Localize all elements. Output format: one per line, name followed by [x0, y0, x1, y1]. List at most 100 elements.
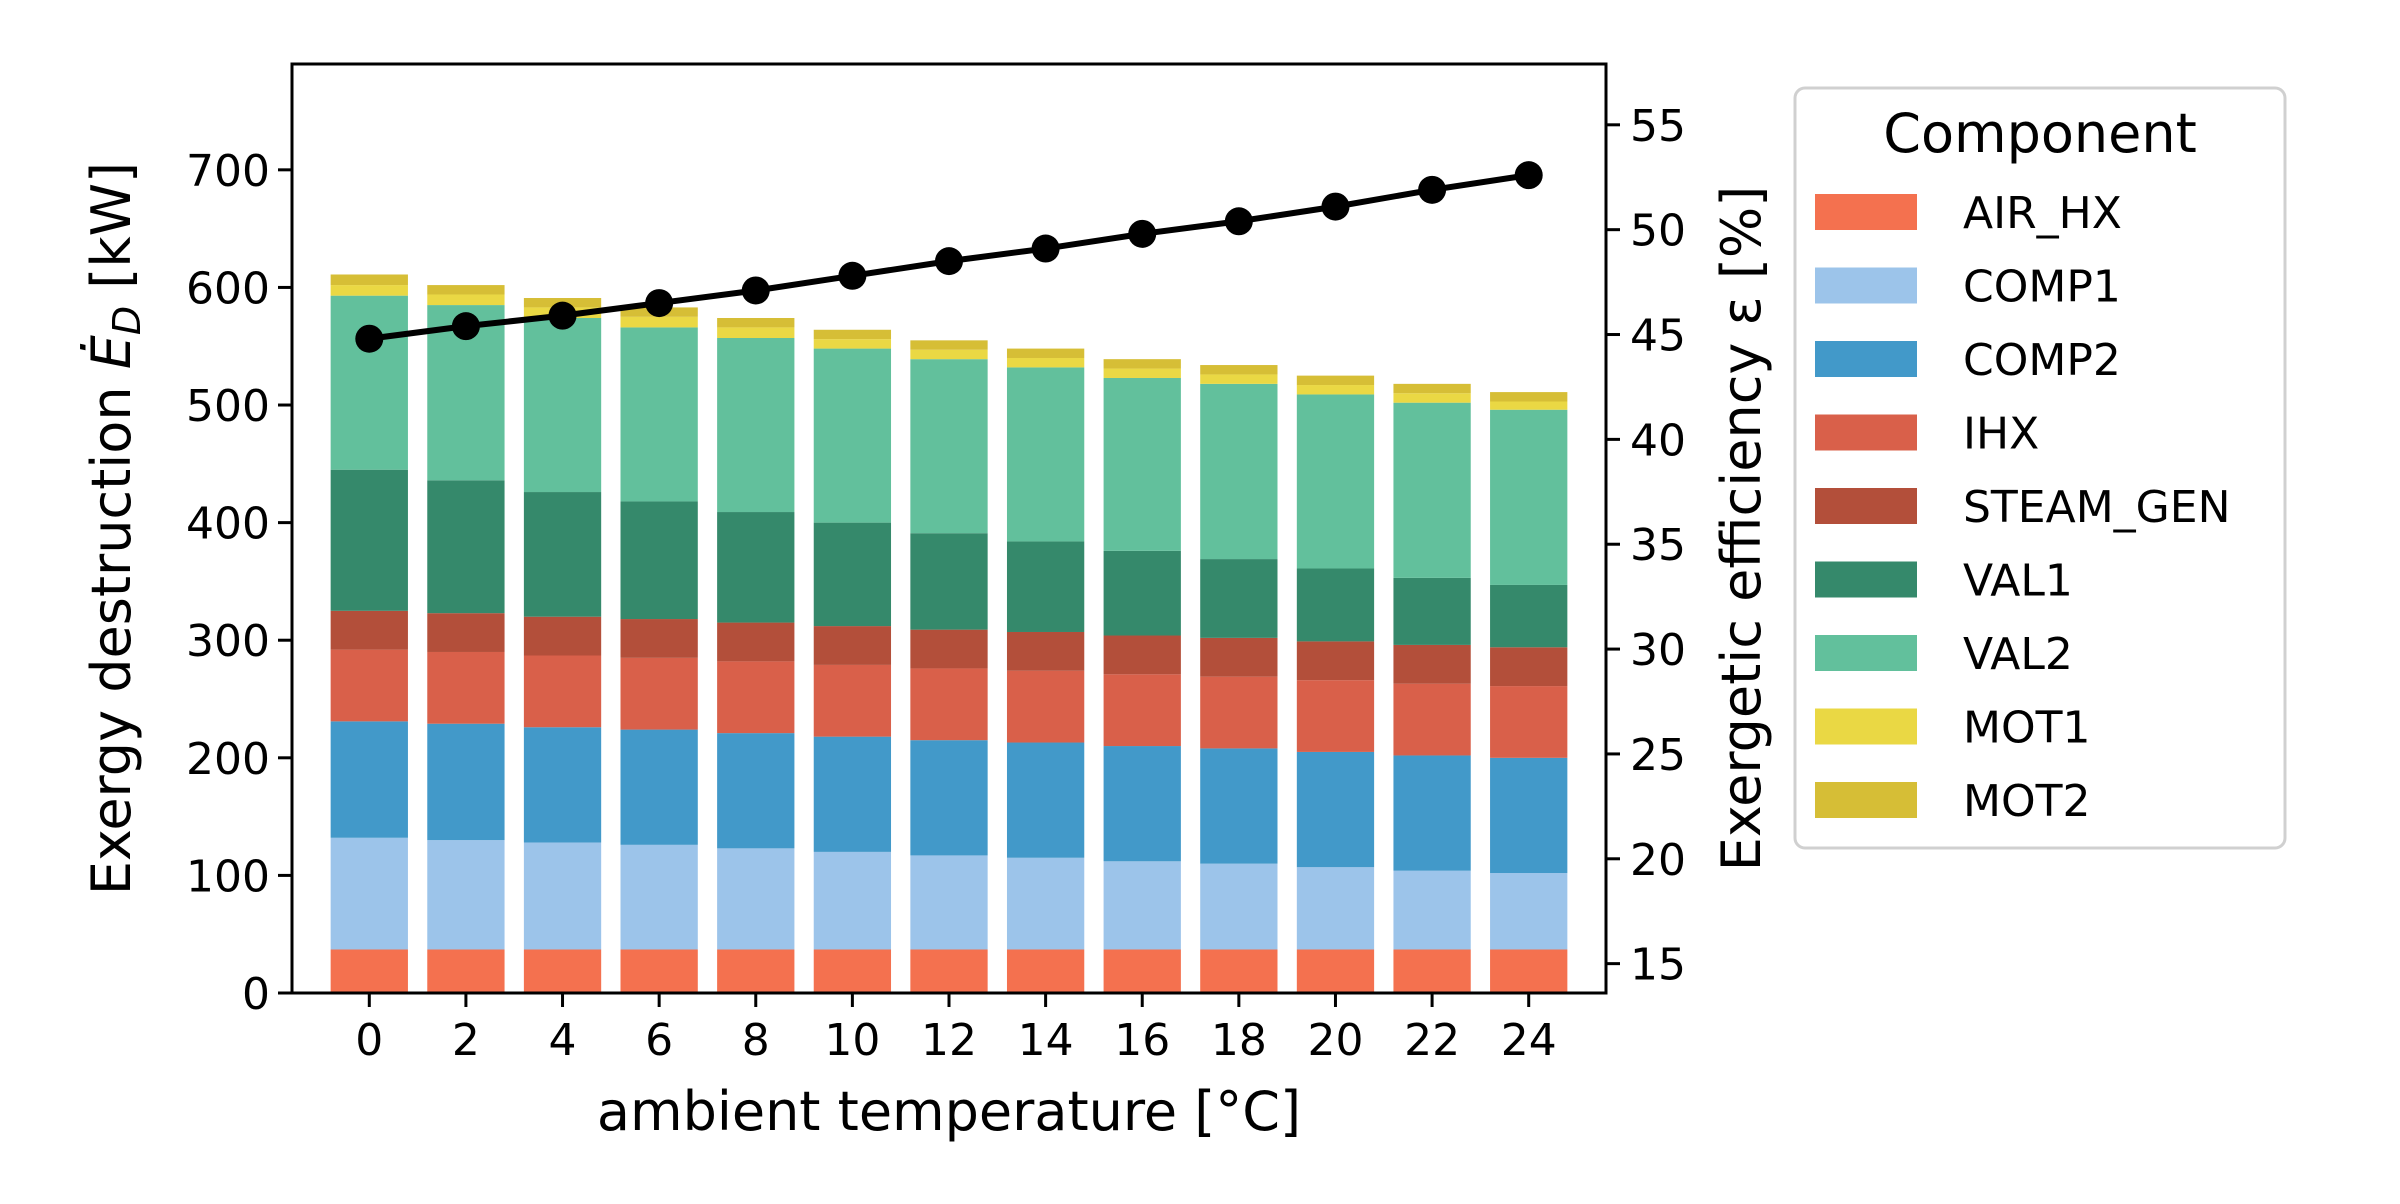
efficiency-point	[548, 301, 577, 330]
bar-segment-comp1	[1393, 870, 1471, 950]
legend-swatch	[1815, 414, 1917, 451]
bar-segment-comp2	[1006, 742, 1085, 858]
bar-segment-mot1	[813, 339, 892, 349]
bar-segment-comp1	[813, 851, 892, 950]
bar-segment-ihx	[1393, 683, 1471, 756]
bar-segment-air-hx	[1296, 949, 1375, 993]
bar-segment-mot2	[910, 340, 988, 350]
bar-segment-val2	[813, 348, 892, 523]
bar-segment-val2	[1200, 383, 1278, 560]
bar-segment-mot2	[1006, 348, 1085, 358]
bar-segment-comp2	[1296, 751, 1375, 868]
bar-segment-air-hx	[813, 949, 892, 993]
bar-segment-air-hx	[1006, 949, 1085, 993]
bar-segment-mot1	[1103, 368, 1181, 378]
bar-segment-mot2	[1200, 365, 1278, 375]
y-left-tick-label: 0	[242, 969, 270, 1020]
bar-segment-val1	[620, 501, 698, 620]
bar-segment-val2	[1296, 394, 1375, 569]
bar-segment-ihx	[1006, 670, 1085, 743]
bar-segment-mot2	[1490, 392, 1568, 402]
bar-segment-mot2	[1296, 375, 1375, 386]
bar-segment-val2	[910, 359, 988, 534]
bar-segment-val1	[1296, 568, 1375, 642]
y-left-tick-label: 100	[186, 851, 270, 902]
bar-segment-val1	[1393, 577, 1471, 645]
y-right-tick-label: 30	[1630, 625, 1686, 676]
x-tick-label: 10	[824, 1015, 880, 1066]
x-tick-label: 22	[1404, 1015, 1460, 1066]
axes-layer: 0 2 4 6 8 10 12 14 16 18 20 22 240100200300400500600…	[80, 101, 1773, 1143]
legend-title: Component	[1883, 102, 2197, 165]
legend-swatch	[1815, 782, 1917, 818]
legend-swatch	[1815, 488, 1917, 524]
efficiency-point	[1031, 234, 1060, 263]
bar-segment-comp1	[620, 844, 698, 950]
bar-segment-mot1	[1200, 374, 1278, 384]
bar-segment-air-hx	[1393, 949, 1471, 993]
bar-segment-air-hx	[1103, 949, 1181, 993]
y-right-tick-label: 20	[1630, 835, 1686, 886]
bars-layer	[330, 274, 1568, 993]
y-left-tick-label: 500	[186, 381, 270, 432]
bar-segment-ihx	[1200, 676, 1278, 749]
y-right-tick-label: 25	[1630, 730, 1686, 781]
efficiency-point	[451, 312, 480, 341]
bar-segment-mot2	[1103, 359, 1181, 369]
bar-segment-ihx	[523, 655, 602, 728]
bar-segment-comp2	[910, 740, 988, 856]
bar-segment-val2	[620, 327, 698, 502]
bar-segment-ihx	[813, 664, 892, 737]
bar-segment-comp2	[330, 721, 408, 838]
legend-swatch	[1815, 267, 1917, 304]
x-tick-label: 24	[1501, 1015, 1557, 1066]
bar-segment-val2	[330, 295, 408, 470]
bar-segment-comp1	[1296, 867, 1375, 950]
x-tick-label: 2	[452, 1015, 480, 1066]
efficiency-point	[1418, 175, 1447, 204]
bar-segment-mot2	[330, 274, 408, 286]
bar-segment-mot1	[910, 349, 988, 360]
bar-segment-air-hx	[427, 949, 505, 993]
y-left-title-pre: Exergy destruction	[80, 369, 143, 895]
legend-label: VAL1	[1963, 556, 2073, 607]
bar-segment-comp1	[717, 848, 795, 950]
y-left-title-sub: D	[105, 306, 149, 335]
bar-segment-ihx	[1103, 674, 1181, 747]
bar-segment-comp1	[523, 842, 602, 950]
x-tick-label: 8	[742, 1015, 770, 1066]
bar-segment-air-hx	[1490, 949, 1568, 993]
y-right-tick-label: 40	[1630, 415, 1686, 466]
bar-segment-comp2	[1200, 748, 1278, 864]
bar-segment-val2	[717, 337, 795, 513]
bar-segment-mot1	[1006, 357, 1085, 368]
x-tick-label: 14	[1018, 1015, 1074, 1066]
bar-segment-mot1	[1393, 393, 1471, 403]
bar-segment-steam-gen	[1103, 635, 1181, 675]
bar-segment-steam-gen	[1296, 641, 1375, 681]
bar-segment-val2	[523, 318, 602, 493]
y-right-tick-label: 45	[1630, 311, 1686, 362]
legend-label: MOT2	[1963, 776, 2090, 827]
bar-segment-comp1	[427, 840, 505, 950]
bar-segment-val1	[910, 533, 988, 630]
bar-segment-steam-gen	[1490, 647, 1568, 687]
bar-segment-air-hx	[910, 949, 988, 993]
legend-swatch	[1815, 635, 1917, 671]
bar-segment-val1	[523, 492, 602, 617]
bar-segment-air-hx	[330, 949, 408, 993]
bar-segment-val2	[1006, 367, 1085, 542]
bar-segment-comp2	[813, 736, 892, 852]
efficiency-point	[1321, 192, 1350, 221]
x-tick-label: 18	[1211, 1015, 1267, 1066]
bar-segment-val1	[717, 512, 795, 623]
bar-segment-ihx	[1490, 686, 1568, 758]
efficiency-point	[1224, 207, 1253, 236]
bar-segment-comp1	[1103, 861, 1181, 950]
legend-label: IHX	[1963, 409, 2039, 460]
bar-segment-comp1	[910, 855, 988, 950]
bar-segment-mot1	[1296, 385, 1375, 395]
y-left-title-post: [kW]	[80, 162, 143, 306]
